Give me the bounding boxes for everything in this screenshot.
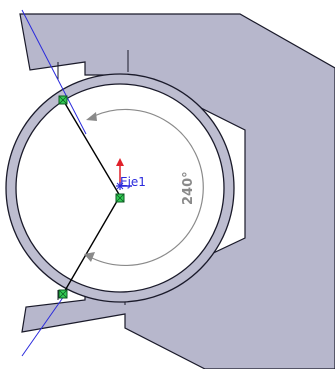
axis-label[interactable]: Eje1 bbox=[120, 175, 146, 189]
sketch-point-bottom[interactable] bbox=[58, 289, 68, 299]
part-body[interactable] bbox=[19, 13, 335, 369]
sketch-line-upper[interactable] bbox=[62, 99, 121, 197]
axis-y-arrow-icon bbox=[116, 158, 124, 166]
construction-line-2[interactable] bbox=[21, 295, 65, 357]
dimension-arrow-top bbox=[86, 112, 97, 121]
angle-dimension-label[interactable]: 240° bbox=[181, 171, 196, 205]
construction-line[interactable] bbox=[21, 9, 87, 135]
sketch-point-center[interactable] bbox=[115, 193, 125, 203]
sketch-point-top[interactable] bbox=[58, 95, 68, 105]
origin-marker-icon[interactable] bbox=[116, 182, 124, 190]
sketch-line-lower[interactable] bbox=[62, 195, 121, 295]
dimension-arrow-bottom bbox=[84, 252, 95, 262]
hex-cut-edge bbox=[57, 50, 129, 305]
angle-dimension-arc[interactable] bbox=[91, 108, 204, 267]
